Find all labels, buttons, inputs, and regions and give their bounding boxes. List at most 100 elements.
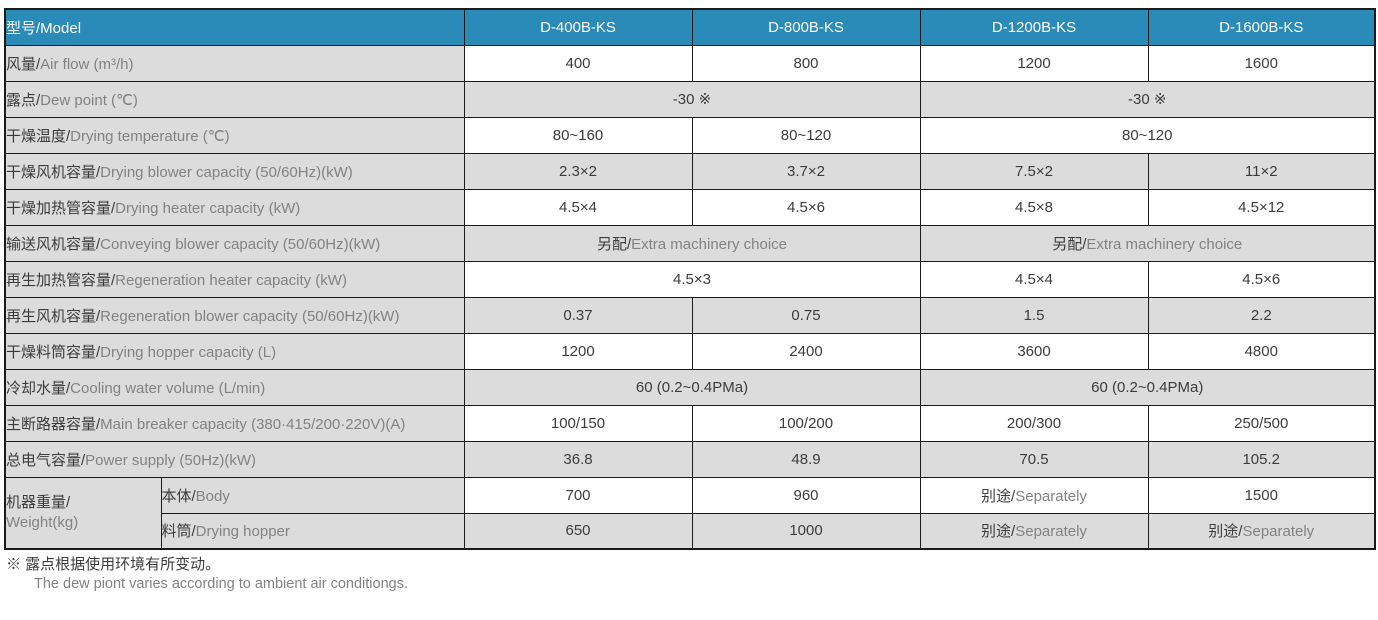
text-english: Regeneration heater capacity (kW) <box>115 271 347 289</box>
footnote: ※ 露点根据使用环境有所变动。 The dew piont varies acc… <box>6 555 1374 593</box>
cell-value: -30 ※ <box>1128 91 1167 108</box>
value-cell: 0.75 <box>691 296 921 334</box>
row-label: 再生风机容量/Regeneration blower capacity (50/… <box>4 296 465 334</box>
model-header-label: 型号/Model <box>4 8 465 46</box>
value-cell: 800 <box>691 44 921 82</box>
value-cell: 4.5×4 <box>463 188 693 226</box>
value-cell: 另配/Extra machinery choice <box>919 224 1376 262</box>
text-chinese: 输送风机容量/ <box>6 235 101 253</box>
value-cell: 4.5×6 <box>691 188 921 226</box>
cell-value: 1200 <box>1017 54 1051 72</box>
text-chinese: 主断路器容量/ <box>6 415 101 433</box>
value-cell: 80~160 <box>463 116 693 154</box>
text-english: Drying hopper capacity (L) <box>100 343 277 361</box>
text-chinese: 料筒/ <box>161 523 196 541</box>
row-main-breaker-capacity: 主断路器容量/Main breaker capacity (380·415/20… <box>4 404 1376 442</box>
row-label: 露点/Dew point (℃) <box>4 80 465 118</box>
cell-value: 200/300 <box>1006 414 1062 432</box>
value-cell: 700 <box>463 476 693 514</box>
value-cell: 0.37 <box>463 296 693 334</box>
value-cell: 别途/Separately <box>919 476 1149 514</box>
value-cell: 650 <box>463 512 693 550</box>
footnote-chinese: ※ 露点根据使用环境有所变动。 <box>6 556 221 573</box>
row-drying-blower-capacity: 干燥风机容量/Drying blower capacity (50/60Hz)(… <box>4 152 1376 190</box>
text-english: Dew point (℃) <box>40 91 138 109</box>
cell-value: 60 (0.2~0.4PMa) <box>635 378 749 396</box>
text-english: Separately <box>1015 487 1087 505</box>
cell-value: 3600 <box>1017 342 1051 360</box>
value-cell: 400 <box>463 44 693 82</box>
text-english: Cooling water volume (L/min) <box>70 379 266 397</box>
cell-value: 4800 <box>1244 342 1278 360</box>
row-label: 再生加热管容量/Regeneration heater capacity (kW… <box>4 260 465 298</box>
cell-value: 0.37 <box>563 306 593 324</box>
cell-value: 7.5×2 <box>1015 162 1053 180</box>
text-chinese: 干燥风机容量/ <box>6 163 101 181</box>
value-cell: 960 <box>691 476 921 514</box>
text-english: Drying heater capacity (kW) <box>115 199 301 217</box>
model-col-header: D-800B-KS <box>691 8 921 46</box>
row-label: 干燥风机容量/Drying blower capacity (50/60Hz)(… <box>4 152 465 190</box>
value-cell: 2.2 <box>1147 296 1376 334</box>
text-chinese: 冷却水量/ <box>6 379 71 397</box>
row-label: 冷却水量/Cooling water volume (L/min) <box>4 368 465 406</box>
cell-value: 2.2 <box>1250 306 1272 324</box>
text-english: Main breaker capacity (380·415/200·220V)… <box>100 415 406 433</box>
row-label: 输送风机容量/Conveying blower capacity (50/60H… <box>4 224 465 262</box>
value-cell: 4.5×3 <box>463 260 921 298</box>
value-cell: 60 (0.2~0.4PMa) <box>919 368 1376 406</box>
value-cell: 别途/Separately <box>919 512 1149 550</box>
cell-value: 1.5 <box>1023 306 1045 324</box>
cell-value: 100/200 <box>778 414 834 432</box>
value-cell: 另配/Extra machinery choice <box>463 224 921 262</box>
cell-value: 0.75 <box>791 306 821 324</box>
cell-value: 4.5×6 <box>1242 270 1281 288</box>
text-english: Separately <box>1242 523 1315 541</box>
text-english: Extra machinery choice <box>631 235 788 253</box>
text-chinese: 另配/ <box>1052 235 1087 253</box>
text-chinese: 风量/ <box>6 55 41 73</box>
value-cell: 105.2 <box>1147 440 1376 478</box>
text-chinese: 别途/ <box>981 487 1016 505</box>
cell-value: 4.5×12 <box>1238 198 1285 216</box>
text-chinese: 露点/ <box>6 91 41 109</box>
cell-value: 4.5×3 <box>673 270 711 288</box>
value-cell: 48.9 <box>691 440 921 478</box>
row-sublabel: 本体/Body <box>160 476 465 514</box>
value-cell: 4800 <box>1147 332 1376 370</box>
value-cell: 80~120 <box>691 116 921 154</box>
row-label: 干燥加热管容量/Drying heater capacity (kW) <box>4 188 465 226</box>
cell-value: 800 <box>793 54 819 72</box>
row-regeneration-heater-capacity: 再生加热管容量/Regeneration heater capacity (kW… <box>4 260 1376 298</box>
text-chinese: 另配/ <box>596 235 632 253</box>
value-cell: 2400 <box>691 332 921 370</box>
model-col-header: D-1600B-KS <box>1147 8 1376 46</box>
spec-table-body: 风量/Air flow (m³/h) 400 800 1200 1600 露点/Dew p… <box>4 44 1376 550</box>
text-chinese: 本体/ <box>161 487 196 505</box>
value-cell: 1.5 <box>919 296 1149 334</box>
value-cell: 100/150 <box>463 404 693 442</box>
value-cell: 别途/Separately <box>1147 512 1376 550</box>
row-label: 干燥温度/Drying temperature (℃) <box>4 116 465 154</box>
weight-group-line1: 机器重量/ <box>6 494 71 512</box>
row-drying-heater-capacity: 干燥加热管容量/Drying heater capacity (kW) 4.5×4… <box>4 188 1376 226</box>
row-label: 风量/Air flow (m³/h) <box>4 44 465 82</box>
row-label: 总电气容量/Power supply (50Hz)(kW) <box>4 440 465 478</box>
row-sublabel: 料筒/Drying hopper <box>160 512 465 550</box>
cell-value: 11×2 <box>1244 162 1278 180</box>
value-cell: 2.3×2 <box>463 152 693 190</box>
row-regeneration-blower-capacity: 再生风机容量/Regeneration blower capacity (50/… <box>4 296 1376 334</box>
model-col-header: D-1200B-KS <box>919 8 1149 46</box>
row-label: 干燥料筒容量/Drying hopper capacity (L) <box>4 332 465 370</box>
cell-value: 400 <box>565 54 591 72</box>
cell-value: 2400 <box>789 342 823 360</box>
value-cell: 1000 <box>691 512 921 550</box>
row-dew-point: 露点/Dew point (℃) -30 ※ -30 ※ <box>4 80 1376 118</box>
value-cell: 200/300 <box>919 404 1149 442</box>
row-cooling-water-volume: 冷却水量/Cooling water volume (L/min) 60 (0.2… <box>4 368 1376 406</box>
text-chinese: 别途/ <box>981 523 1016 541</box>
value-cell: 1600 <box>1147 44 1376 82</box>
value-cell: 3600 <box>919 332 1149 370</box>
footnote-english: The dew piont varies according to ambien… <box>34 575 408 592</box>
text-english: Air flow (m³/h) <box>40 55 134 73</box>
